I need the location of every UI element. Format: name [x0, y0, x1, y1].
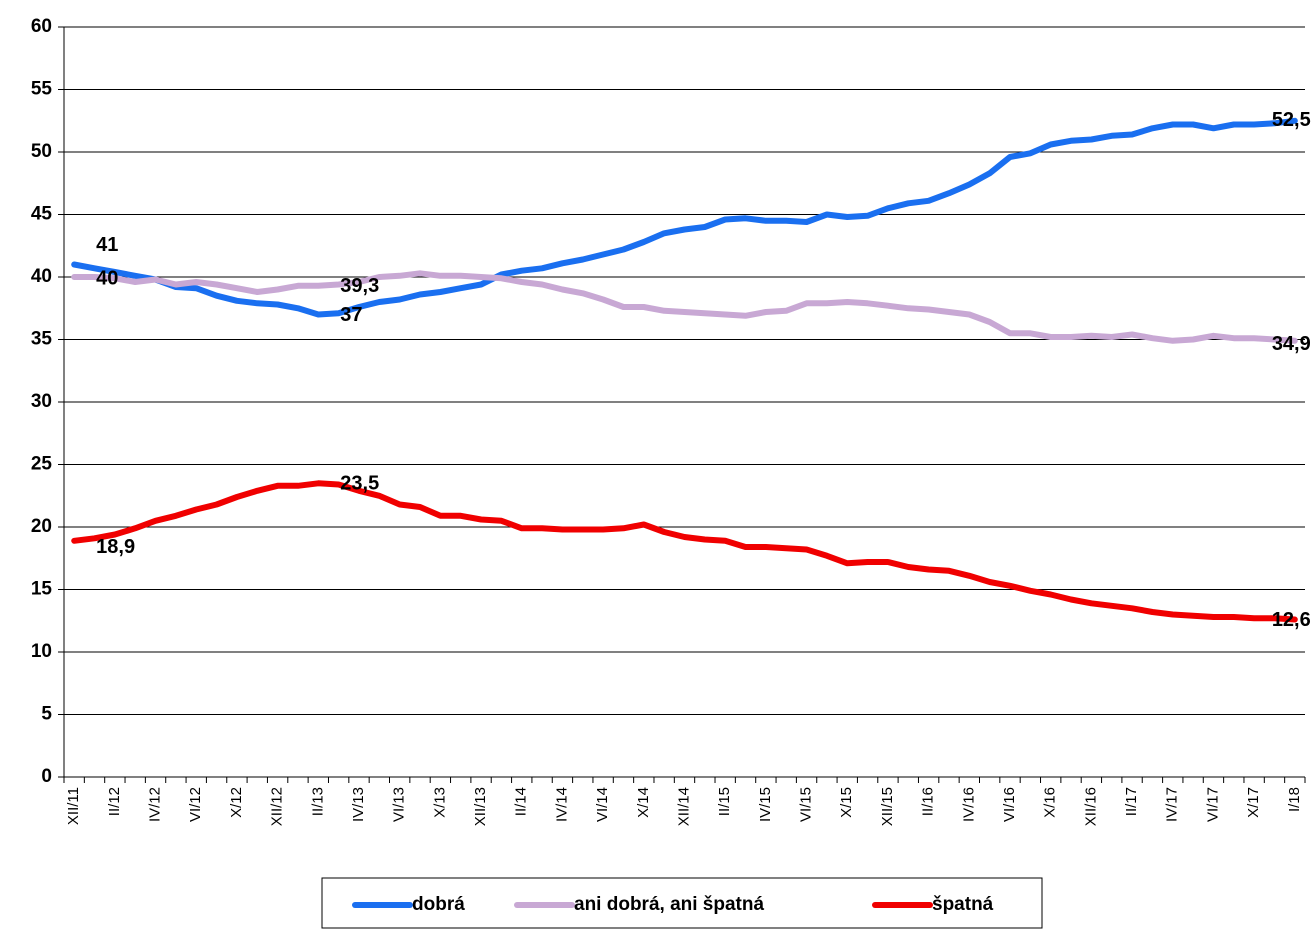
- x-tick-label: X/13: [431, 787, 448, 818]
- x-tick-label: IV/15: [757, 787, 774, 822]
- y-tick-label: 60: [31, 16, 52, 37]
- x-tick-label: IV/12: [147, 787, 164, 822]
- data-label: 40: [96, 267, 118, 289]
- x-tick-label: X/16: [1042, 787, 1059, 818]
- y-tick-label: 20: [31, 516, 52, 537]
- y-tick-label: 10: [31, 641, 52, 662]
- x-tick-label: X/15: [838, 787, 855, 818]
- x-tick-label: IV/16: [960, 787, 977, 822]
- x-tick-label: I/18: [1286, 787, 1303, 812]
- x-tick-label: VI/16: [1001, 787, 1018, 822]
- legend-label: špatná: [932, 894, 994, 915]
- series-line: [71, 480, 1298, 623]
- x-tick-label: X/17: [1245, 787, 1262, 818]
- series-line: [71, 270, 1298, 344]
- x-tick-label: XII/16: [1082, 787, 1099, 826]
- y-tick-label: 50: [31, 141, 52, 162]
- data-label: 39,3: [340, 275, 379, 297]
- x-tick-label: VI/12: [187, 787, 204, 822]
- x-tick-label: II/17: [1123, 787, 1140, 816]
- data-label: 52,5: [1272, 109, 1311, 131]
- x-tick-label: XII/14: [675, 787, 692, 826]
- x-tick-label: VI/13: [391, 787, 408, 822]
- series-line: [71, 117, 1298, 318]
- legend-label: ani dobrá, ani špatná: [574, 894, 764, 915]
- data-label: 37: [340, 304, 362, 326]
- data-label: 23,5: [340, 473, 379, 495]
- y-tick-label: 0: [41, 766, 52, 787]
- y-tick-label: 15: [31, 579, 53, 600]
- x-tick-label: XII/13: [472, 787, 489, 826]
- x-tick-label: II/13: [309, 787, 326, 816]
- x-tick-label: II/15: [716, 787, 733, 816]
- x-tick-label: VI/15: [798, 787, 815, 822]
- data-label: 41: [96, 234, 118, 256]
- x-tick-label: XII/15: [879, 787, 896, 826]
- x-tick-label: II/16: [920, 787, 937, 816]
- x-tick-label: XII/11: [65, 787, 82, 825]
- data-label: 12,6: [1272, 609, 1311, 631]
- y-tick-label: 45: [31, 204, 53, 225]
- x-tick-label: X/14: [635, 787, 652, 818]
- x-tick-label: II/12: [106, 787, 123, 816]
- x-tick-label: IV/13: [350, 787, 367, 822]
- x-tick-label: X/12: [228, 787, 245, 818]
- x-tick-label: IV/17: [1164, 787, 1181, 822]
- y-tick-label: 35: [31, 329, 53, 350]
- data-label: 18,9: [96, 536, 135, 558]
- y-tick-label: 40: [31, 266, 52, 287]
- x-tick-label: II/14: [513, 787, 530, 816]
- y-tick-label: 30: [31, 391, 52, 412]
- legend-label: dobrá: [412, 894, 465, 915]
- data-label: 34,9: [1272, 333, 1311, 355]
- y-tick-label: 25: [31, 454, 53, 475]
- y-tick-label: 55: [31, 79, 53, 100]
- x-tick-label: VI/14: [594, 787, 611, 822]
- y-tick-label: 5: [41, 704, 52, 725]
- x-tick-label: IV/14: [553, 787, 570, 822]
- x-tick-label: VI/17: [1204, 787, 1221, 822]
- x-tick-label: XII/12: [269, 787, 286, 826]
